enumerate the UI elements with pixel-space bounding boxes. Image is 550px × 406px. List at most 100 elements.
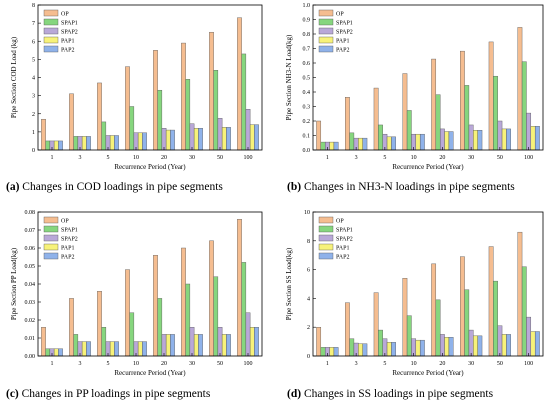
y-tick-label: 0.8 [303, 32, 311, 38]
y-axis-label: Pipe Section PP Load(kg) [10, 247, 18, 320]
bar-spap1-100 [241, 262, 247, 357]
legend-swatch-spap1 [43, 225, 59, 233]
bar-spap2-30 [189, 327, 195, 357]
bar-pap2-1 [333, 141, 339, 151]
bar-pap1-20 [444, 131, 450, 151]
bar-pap2-20 [170, 129, 175, 151]
y-tick-label: 0.02 [25, 318, 36, 324]
bar-spap1-1 [45, 140, 51, 151]
y-tick-label: 3 [32, 94, 35, 100]
panel-caption: (d) Changes in SS loadings in pipe segme… [287, 388, 494, 400]
legend-label-spap2: SPAP2 [336, 30, 353, 36]
legend-swatch-op [43, 216, 59, 224]
bar-spap1-20 [157, 298, 163, 357]
bar-spap1-1 [320, 347, 326, 357]
bar-spap1-5 [101, 327, 107, 357]
bar-op-1 [316, 327, 322, 357]
legend-label-op: OP [61, 12, 69, 18]
panel-caption: (c) Changes in PP loadings in pipe segme… [6, 388, 211, 400]
legend-swatch-op [318, 9, 334, 17]
bar-spap1-30 [464, 289, 470, 357]
legend-swatch-pap2 [43, 45, 59, 53]
bar-pap1-10 [137, 341, 143, 357]
bar-pap1-30 [473, 335, 478, 357]
bar-pap2-5 [114, 135, 119, 151]
legend-label-spap1: SPAP1 [336, 228, 353, 234]
bar-spap2-30 [468, 124, 474, 151]
bar-pap1-50 [501, 128, 507, 151]
bar-spap1-10 [129, 312, 135, 357]
x-tick-label: 3 [79, 155, 82, 161]
y-tick-label: 0.00 [25, 354, 36, 360]
x-axis-label: Recurrence Period (Year) [392, 163, 464, 171]
bar-spap1-10 [129, 106, 135, 151]
bar-pap2-5 [391, 342, 396, 357]
caption-letter: (a) [6, 181, 20, 193]
bar-pap1-5 [386, 136, 392, 151]
bar-spap1-3 [349, 132, 355, 151]
x-tick-label: 10 [133, 361, 139, 367]
y-tick-label: 4 [307, 296, 310, 302]
bar-pap1-5 [109, 135, 115, 151]
y-tick-label: 0.04 [25, 282, 36, 288]
bar-spap2-100 [245, 109, 251, 151]
legend-label-spap2: SPAP2 [61, 30, 78, 36]
legend: OP SPAP1 SPAP2 PAP1 PAP2 [318, 216, 353, 261]
bar-op-5 [373, 292, 379, 357]
bar-op-10 [125, 269, 130, 357]
bar-spap1-50 [493, 75, 498, 151]
y-tick-label: 0.6 [303, 61, 311, 67]
bar-pap2-10 [142, 341, 147, 357]
legend-swatch-pap2 [318, 45, 334, 53]
legend-swatch-spap1 [43, 18, 59, 26]
legend-label-pap2: PAP2 [61, 48, 74, 54]
bar-op-100 [517, 27, 523, 151]
y-tick-label: 0.01 [25, 336, 36, 342]
x-tick-label: 20 [439, 155, 445, 161]
y-tick-label: 1.0 [303, 3, 311, 9]
y-tick-label: 10 [304, 210, 310, 216]
legend-swatch-op [43, 9, 59, 17]
bar-spap1-10 [406, 315, 412, 357]
bar-pap1-50 [221, 334, 227, 357]
bar-pap2-5 [391, 136, 396, 151]
bar-op-100 [237, 218, 242, 357]
bar-pap1-3 [358, 137, 363, 151]
bar-op-50 [488, 41, 494, 151]
bar-pap2-10 [142, 132, 147, 151]
legend-label-pap1: PAP1 [336, 39, 349, 45]
bar-pap1-1 [329, 347, 335, 357]
bar-spap2-20 [161, 128, 167, 151]
bar-pap1-1 [53, 140, 59, 151]
bar-op-100 [237, 17, 242, 151]
x-tick-label: 10 [411, 155, 417, 161]
x-tick-label: 5 [383, 361, 386, 367]
x-tick-label: 10 [133, 155, 139, 161]
caption-text: Changes in SS loadings in pipe segments [301, 388, 494, 400]
bar-spap1-50 [493, 280, 498, 357]
bar-pap1-3 [81, 136, 87, 151]
legend-label-pap2: PAP2 [336, 48, 349, 54]
x-tick-label: 100 [524, 155, 533, 161]
bar-spap1-3 [73, 334, 79, 357]
legend-label-pap1: PAP1 [61, 246, 74, 252]
bar-spap2-50 [217, 118, 223, 151]
chart-panel-a: 0 1 2 3 4 5 6 7 8 1 3 5 10 20 30 50 100 Recurrence Period… [6, 3, 263, 193]
bar-pap1-1 [53, 348, 59, 357]
x-tick-label: 30 [189, 361, 195, 367]
chart-panel-d: 0 2 4 6 8 10 1 3 5 10 20 30 50 100 Recurrence Period (… [285, 210, 544, 400]
y-tick-label: 0.07 [25, 228, 36, 234]
x-tick-label: 5 [107, 155, 110, 161]
bar-op-30 [181, 247, 186, 357]
bar-op-50 [209, 31, 214, 151]
bar-op-50 [209, 240, 214, 357]
y-tick-label: 0.9 [303, 18, 311, 24]
legend-label-op: OP [336, 12, 344, 18]
bar-op-5 [97, 82, 102, 151]
bar-spap1-20 [435, 94, 441, 151]
y-axis-label: Pipe Section NH3-N Load(kg) [285, 34, 293, 120]
y-tick-label: 6 [307, 268, 310, 274]
legend: OP SPAP1 SPAP2 PAP1 PAP2 [43, 216, 78, 261]
x-tick-label: 3 [355, 361, 358, 367]
